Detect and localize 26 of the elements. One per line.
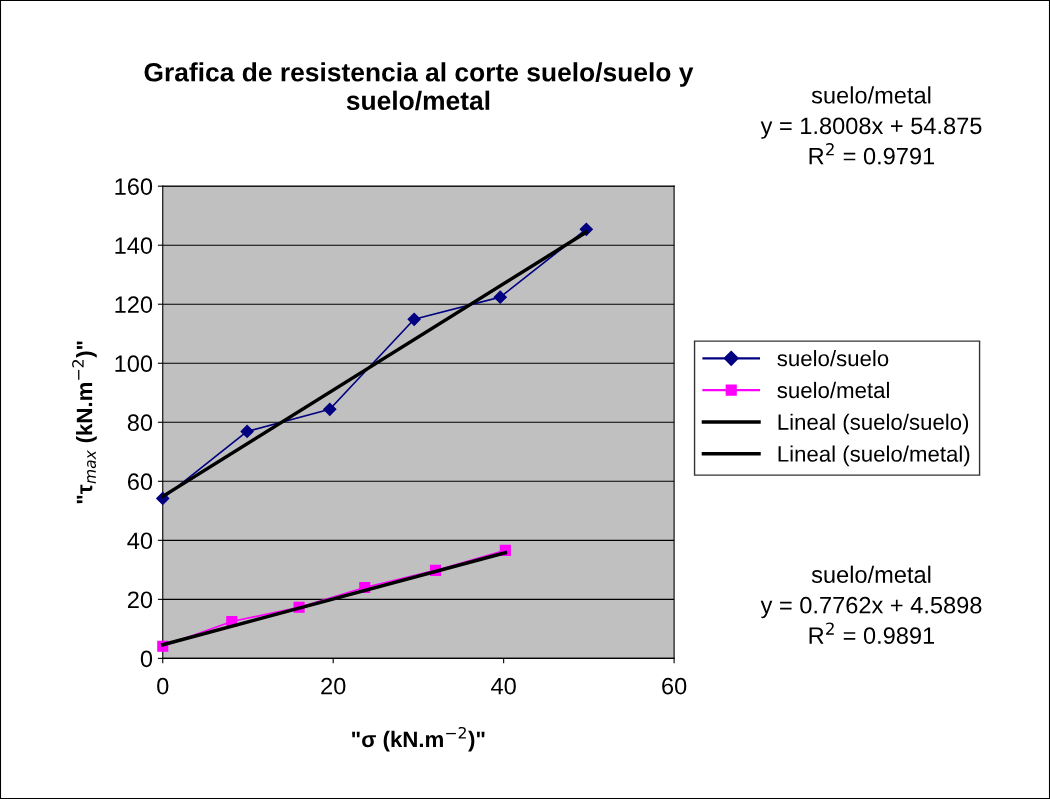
x-tick-label: 60 [662,677,687,695]
x-axis-title: "σ (kN.m$^{−2}$)" [352,726,485,752]
y-tick-label: 80 [127,414,153,432]
y-tick-label: 140 [115,237,153,254]
legend-label: Lineal (suelo/metal) [778,445,970,467]
y-tick-label: 40 [127,532,153,550]
chart-title: Grafica de resistencia al corte suelo/suelo y suelo/metal [144,62,694,111]
y-tick-label: 100 [115,355,153,373]
text: suelo/metal y = 1.8008x + 54.875 R$^{2}$ = 0.9791 [760,86,982,165]
y-axis-title: "τ$_{max}$ (kN.m$^{−2}$)" [72,341,97,504]
y-tick-label: 120 [115,296,153,314]
y-tick-label: 0 [140,650,153,668]
point [493,290,507,304]
y-tick-label: 60 [127,473,153,491]
point [407,312,421,326]
x-tick-label: 0 [157,677,169,695]
legend-label: suelo/suelo [777,350,889,367]
y-tick-label: 20 [127,591,153,609]
legend-label: Lineal (suelo/suelo) [778,413,969,435]
x-tick-label: 40 [491,677,516,695]
y-tick-label: 160 [115,178,153,195]
point [240,424,254,439]
x-tick-label: 20 [321,677,346,695]
point [323,402,337,416]
text: suelo/metal y = 0.7762x + 4.5898 R$^{2}$ = 0.9891 [760,565,982,644]
legend-label: suelo/metal [777,381,889,399]
